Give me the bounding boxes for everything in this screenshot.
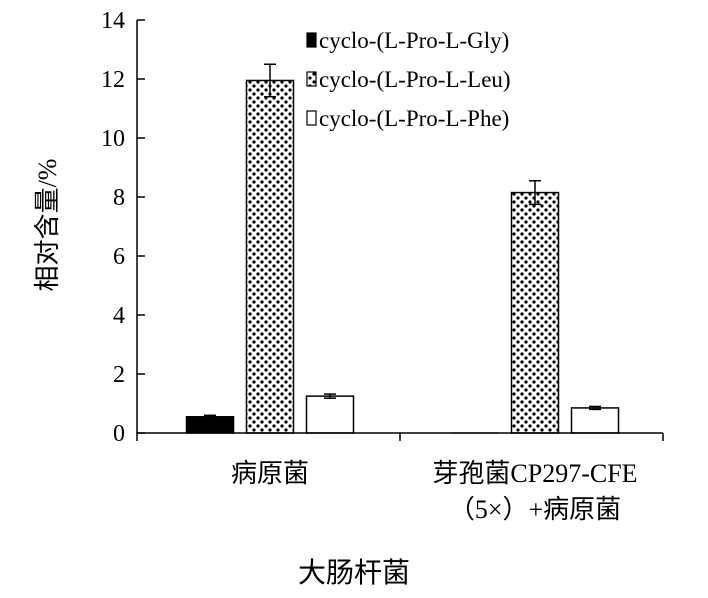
y-tick-label: 12 [101,67,125,93]
legend-label: cyclo-(L-Pro-L-Gly) [319,28,509,53]
bar-1-1 [185,416,235,434]
bars-group [185,63,620,434]
legend-label: cyclo-(L-Pro-L-Phe) [319,106,509,131]
y-axis-title: 相对含量/% [33,159,62,292]
x-category-label: 病原菌 [231,459,309,488]
y-tick-label: 10 [101,126,125,152]
x-category-label: （5×）+病原菌 [449,495,621,524]
y-tick-label: 6 [113,244,125,270]
bar-3-1 [305,395,355,434]
y-tick-label: 2 [113,362,125,388]
legend-swatch [306,32,317,48]
y-tick-label: 0 [113,421,125,447]
axes [136,20,664,441]
bar-3-2 [570,407,620,434]
y-tick-label: 8 [113,185,125,211]
legend-label: cyclo-(L-Pro-L-Leu) [319,67,511,92]
y-tick-label: 14 [101,8,125,34]
x-axis-title: 大肠杆菌 [298,557,410,589]
y-axis-ticks: 0 2 4 6 8 10 12 14 [101,8,145,447]
category-labels: 病原菌 芽孢菌CP297-CFE （5×）+病原菌 [231,459,638,524]
y-tick-label: 4 [113,303,125,329]
bar-2-2 [510,191,560,434]
legend-swatch [306,110,317,126]
legend: cyclo-(L-Pro-L-Gly) cyclo-(L-Pro-L-Leu) cy… [306,28,511,131]
legend-swatch [306,71,317,87]
x-category-label: 芽孢菌CP297-CFE [432,459,637,488]
bar-2-1 [245,79,295,434]
